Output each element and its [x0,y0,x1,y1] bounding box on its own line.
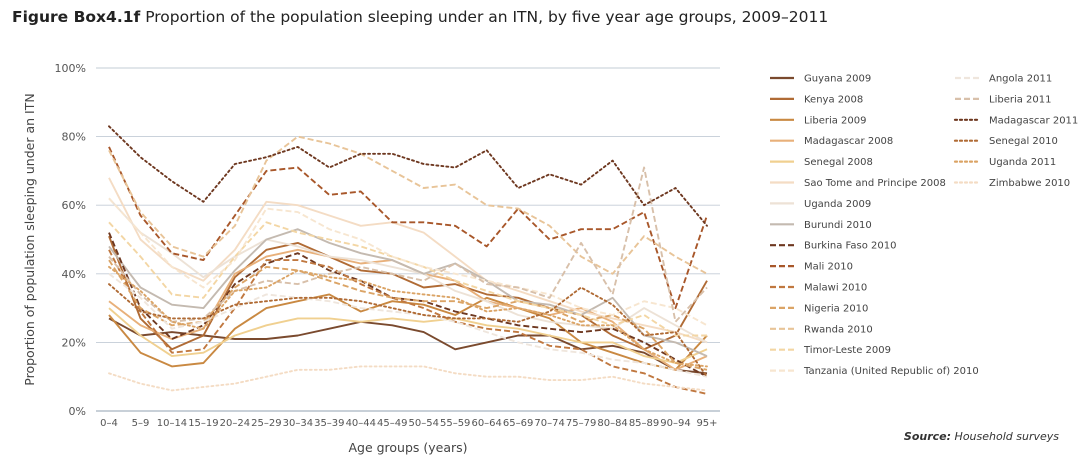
series-line [108,221,707,337]
legend-label: Madagascar 2008 [804,136,893,147]
legend-label: Malawi 2010 [804,283,867,294]
x-tick-label: 55–59 [440,418,470,429]
legend-label: Uganda 2011 [989,157,1056,168]
series-line [108,317,708,375]
legend-label: Rwanda 2010 [804,324,873,335]
x-tick-label: 80–84 [597,418,627,429]
x-tick-label: 20–24 [220,418,250,429]
series-lines [108,125,708,395]
legend-label: Nigeria 2010 [804,303,868,314]
x-tick-label: 10–14 [157,418,187,429]
x-tick-label: 15–19 [188,418,218,429]
source-label: Source: [903,430,952,443]
series-line [108,293,708,371]
y-tick-label: 20% [62,336,86,349]
x-tick-label: 75–79 [566,418,596,429]
series-line [108,283,708,378]
y-tick-label: 80% [62,131,86,144]
legend-label: Madagascar 2011 [989,115,1078,126]
legend-label: Senegal 2008 [804,157,873,168]
legend-label: Tanzania (United Republic of) 2010 [803,366,979,377]
x-tick-label: 50–54 [409,418,439,429]
series-line [108,228,708,357]
legend-label: Guyana 2009 [804,74,871,85]
x-tick-label: 25–29 [251,418,281,429]
figure-number: Figure Box4.1f [12,8,141,26]
series-line [108,265,708,368]
x-tick-label: 90–94 [660,418,690,429]
legend-label: Liberia 2009 [804,115,867,126]
figure-title-text: Proportion of the population sleeping un… [145,8,829,26]
source-text: Household surveys [954,430,1059,443]
x-axis-ticks: 0–4 5–9 10–14 15–19 20–24 25–29 30–34 35–39 40–4… [100,418,717,429]
x-tick-label: 0–4 [100,418,118,429]
series-line [108,177,708,344]
x-tick-label: 85–89 [629,418,659,429]
x-tick-label: 65–69 [503,418,533,429]
x-tick-label: 5–9 [132,418,150,429]
series-line [108,235,708,351]
legend-label: Senegal 2010 [989,136,1058,147]
series-line [108,197,708,327]
x-tick-label: 30–34 [283,418,313,429]
legend-label: Burkina Faso 2010 [804,241,896,252]
y-tick-label: 40% [62,268,86,281]
series-line [108,365,708,392]
y-tick-label: 0% [69,405,86,418]
x-tick-label: 60–64 [471,418,501,429]
x-tick-label: 40–44 [346,418,376,429]
legend-label: Liberia 2011 [989,94,1052,105]
legend: Guyana 2009 Kenya 2008 Liberia 2009 Madagas… [770,74,1078,377]
series-line [108,135,708,275]
legend-label: Kenya 2008 [804,94,863,105]
series-line [108,197,708,344]
legend-label: Burundi 2010 [804,220,872,231]
x-tick-label: 35–39 [314,418,344,429]
series-line [108,166,708,323]
legend-label: Mali 2010 [804,262,853,273]
y-axis-ticks: 0% 20% 40% 60% 80% 100% [55,62,86,418]
legend-label: Sao Tome and Principe 2008 [804,178,946,189]
x-tick-label: 45–49 [377,418,407,429]
y-axis-title: Proportion of population sleeping under … [22,93,37,385]
source-note: Source: Household surveys [904,430,1059,443]
series-line [108,259,708,371]
y-tick-label: 60% [62,199,86,212]
legend-label: Zimbabwe 2010 [989,178,1070,189]
series-line [108,232,708,378]
series-line [108,249,708,395]
y-tick-label: 100% [55,62,86,75]
series-line [108,125,708,227]
legend-label: Uganda 2009 [804,199,871,210]
x-tick-label: 95+ [696,418,717,429]
x-tick-label: 70–74 [534,418,564,429]
series-line [108,273,708,378]
x-axis-title: Age groups (years) [348,440,467,455]
figure-title: Figure Box4.1f Proportion of the populat… [12,8,828,26]
legend-label: Angola 2011 [989,74,1052,85]
legend-label: Timor-Leste 2009 [803,345,891,356]
series-line [108,307,708,364]
